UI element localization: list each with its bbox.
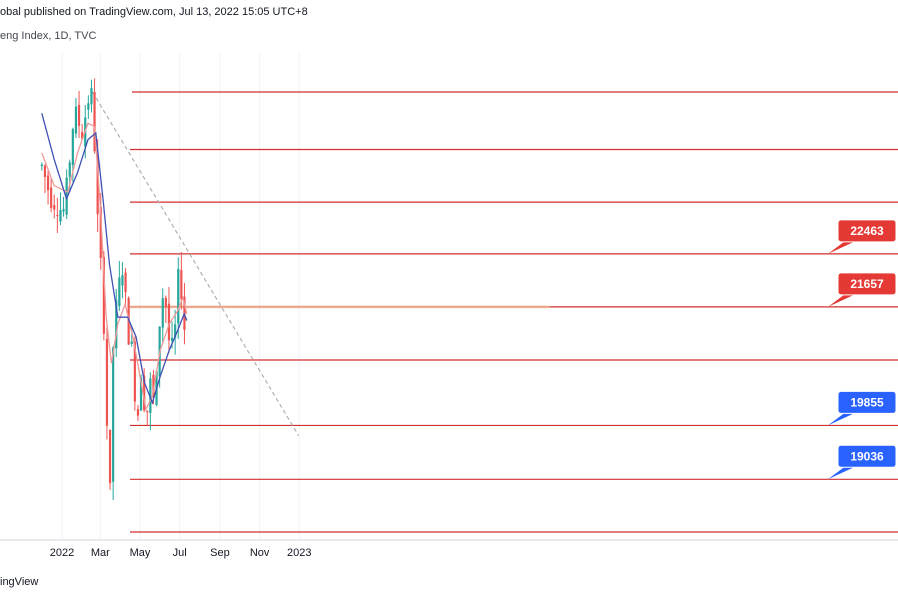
candle-body	[93, 92, 96, 152]
candle-body	[164, 297, 167, 307]
candle-body	[46, 175, 50, 191]
candle-body	[56, 215, 59, 217]
candle-body	[121, 275, 124, 286]
price-tag[interactable]: 19855	[828, 390, 897, 426]
grid	[61, 52, 300, 540]
candle-body	[115, 299, 118, 349]
candle-body	[130, 341, 133, 344]
candle-body	[167, 303, 171, 341]
candle-body	[124, 272, 127, 293]
horizontal-levels	[130, 91, 898, 533]
price-tag-label: 19036	[850, 449, 884, 463]
symbol-legend: eng Index, 1D, TVC	[0, 30, 97, 42]
published-caption: obal published on TradingView.com, Jul 1…	[0, 6, 308, 18]
price-tag-box	[837, 444, 897, 468]
candle-body	[177, 269, 180, 324]
candle-body	[99, 206, 102, 258]
ma-fast-line	[41, 122, 188, 412]
price-chart[interactable]: 22463 21657 19855 19036 2022 Mar May Jul Sep Nov…	[0, 0, 898, 570]
candle-body	[112, 347, 115, 482]
candle-body	[77, 104, 81, 126]
candle-body	[174, 324, 177, 338]
price-tag[interactable]: 21657	[828, 272, 897, 307]
candle-body	[65, 177, 68, 215]
candle-body	[170, 337, 174, 341]
candle-body	[40, 164, 43, 167]
price-tag-pointer	[828, 467, 854, 480]
price-tag-pointer	[828, 413, 854, 426]
candle-body	[71, 129, 74, 166]
footer-brand: ingView	[0, 576, 39, 588]
candle-body	[43, 165, 47, 178]
price-tag-box	[837, 219, 897, 243]
candle-body	[105, 338, 109, 426]
candle-body	[149, 378, 152, 413]
price-tag-label: 22463	[850, 224, 884, 238]
price-tag-label: 19855	[850, 395, 884, 409]
x-tick-label: 2022	[50, 547, 74, 559]
level-highlight	[130, 305, 550, 309]
candle-body	[81, 132, 84, 139]
x-tick-label: Jul	[173, 547, 187, 559]
trendline-group	[92, 91, 300, 436]
candle-body	[68, 162, 71, 177]
price-tag-pointer	[828, 241, 854, 254]
plot-background	[0, 52, 898, 540]
candle-body	[74, 106, 78, 134]
trendline[interactable]	[92, 91, 300, 436]
candle-body	[136, 409, 140, 416]
candle-body	[118, 277, 121, 307]
candle-body	[50, 187, 53, 208]
candle-body	[90, 88, 93, 105]
candle-body	[53, 205, 56, 210]
candle-body	[62, 209, 65, 212]
candle-body	[96, 155, 99, 215]
candle-body	[59, 210, 62, 222]
price-tag-label: 21657	[850, 277, 884, 291]
candle-body	[161, 298, 164, 328]
candle-body	[87, 103, 90, 110]
x-tick-label: Nov	[250, 547, 270, 559]
price-tag-box	[837, 272, 897, 296]
price-tag[interactable]: 22463	[828, 219, 897, 254]
x-tick-label: Sep	[210, 547, 230, 559]
ma-slow-line	[41, 113, 188, 405]
price-tag-pointer	[828, 294, 854, 307]
candle-body	[133, 341, 136, 402]
x-tick-label: 2023	[287, 547, 311, 559]
moving-averages	[41, 113, 188, 412]
candle-body	[108, 429, 112, 484]
candle-body	[143, 375, 146, 411]
candle-body	[146, 410, 149, 413]
candle-body	[102, 257, 105, 334]
candle-body	[180, 270, 183, 300]
price-tags: 22463 21657 19855 19036	[828, 219, 897, 480]
x-axis: 2022 Mar May Jul Sep Nov 2023	[50, 547, 312, 559]
price-tag-box	[837, 390, 897, 414]
candle-body	[139, 377, 143, 411]
x-tick-label: Mar	[91, 547, 110, 559]
price-tag[interactable]: 19036	[828, 444, 897, 480]
x-tick-label: May	[130, 547, 151, 559]
